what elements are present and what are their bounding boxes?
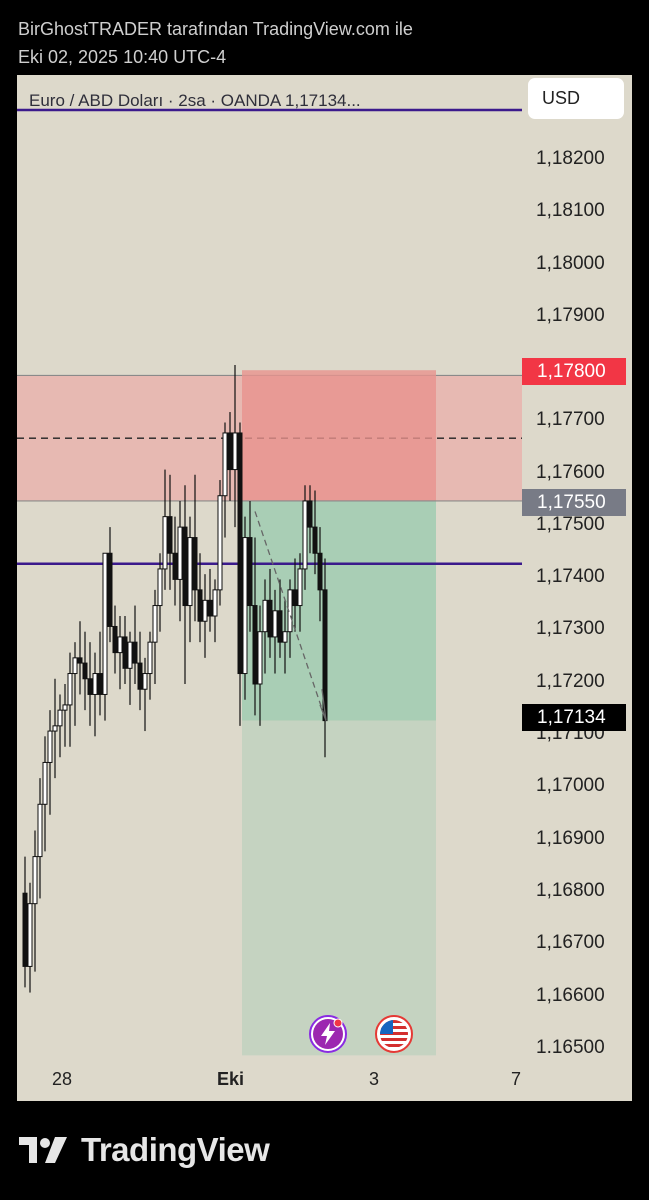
lightning-event-icon[interactable] — [309, 1015, 347, 1053]
price-axis-label: 1,17700 — [536, 409, 605, 430]
candle-body — [307, 500, 313, 528]
price-axis-label: 1,17300 — [536, 618, 605, 639]
price-axis-label: 1,16800 — [536, 880, 605, 901]
price-axis-label: 1,18200 — [536, 148, 605, 169]
candle-body — [192, 537, 198, 591]
candle-body — [157, 568, 163, 607]
price-axis-label: 1,16900 — [536, 828, 605, 849]
price-chart[interactable]: Euro / ABD Doları · 2sa · OANDA 1,17134.… — [17, 75, 632, 1101]
candle-body — [282, 631, 288, 643]
candle-body — [177, 526, 183, 580]
last-price-badge: 1,17134 — [522, 704, 626, 731]
candle-body — [102, 552, 108, 695]
candle-body — [147, 641, 153, 675]
candle-body — [297, 568, 303, 607]
symbol-legend[interactable]: Euro / ABD Doları · 2sa · OANDA 1,17134.… — [29, 91, 361, 110]
stop-price-badge: 1,17800 — [522, 358, 626, 385]
candle-body — [97, 673, 103, 695]
candle-body — [42, 761, 48, 805]
candle-body — [22, 892, 28, 967]
candle-body — [182, 526, 188, 607]
candle-body — [167, 516, 173, 554]
price-axis-label: 1,17400 — [536, 566, 605, 587]
candle-body — [207, 599, 213, 617]
candle-body — [302, 500, 308, 570]
candle-body — [247, 537, 253, 607]
candle-body — [197, 589, 203, 622]
candle-body — [237, 432, 243, 675]
candle-body — [77, 657, 83, 664]
candle-body — [232, 432, 238, 471]
candle-body — [87, 678, 93, 695]
price-axis-label: 1,18000 — [536, 253, 605, 274]
candle-body — [52, 725, 58, 732]
price-axis-label: 1,16700 — [536, 932, 605, 953]
tradingview-wordmark: TradingView — [81, 1131, 270, 1168]
price-axis-label: 1,17200 — [536, 671, 605, 692]
price-axis-label: 1,17600 — [536, 462, 605, 483]
price-axis-label: 1.16500 — [536, 1037, 605, 1058]
candle-body — [262, 599, 268, 633]
candle-body — [287, 589, 293, 633]
us-flag-event-icon[interactable] — [375, 1015, 413, 1053]
take-profit-extension-area — [242, 720, 436, 1056]
price-axis-label: 1,17500 — [536, 514, 605, 535]
candle-body — [322, 589, 328, 722]
candle-body — [162, 516, 168, 570]
candle-body — [37, 803, 43, 858]
entry-price-badge: 1,17550 — [522, 489, 626, 516]
candle-body — [112, 625, 118, 654]
price-axis-label: 1,16600 — [536, 985, 605, 1006]
price-axis-label: 1,17900 — [536, 305, 605, 326]
candle-body — [212, 589, 218, 617]
candle-body — [187, 537, 193, 607]
projection-arrow-head — [319, 689, 327, 721]
candle-body — [217, 495, 223, 591]
candle-body — [202, 599, 208, 622]
tradingview-logo: TradingView — [19, 1131, 270, 1168]
candle-body — [227, 432, 233, 471]
candle-body — [142, 673, 148, 690]
candle-body — [317, 552, 323, 591]
candle-body — [57, 709, 63, 727]
chart-canvas[interactable] — [17, 75, 632, 1101]
candle-body — [127, 641, 133, 669]
tradingview-logo-icon — [19, 1137, 67, 1163]
candle-body — [277, 610, 283, 643]
candle-body — [312, 526, 318, 554]
candle-body — [132, 641, 138, 664]
time-axis-label: 28 — [52, 1069, 73, 1089]
stop-loss-area — [242, 370, 436, 501]
publisher-line: BirGhostTRADER tarafından TradingView.co… — [18, 19, 413, 39]
candle-body — [257, 631, 263, 685]
price-axis-label: 1,17000 — [536, 775, 605, 796]
candle-body — [32, 856, 38, 905]
candle-body — [172, 552, 178, 580]
candle-body — [252, 605, 258, 685]
currency-button[interactable]: USD — [528, 78, 624, 119]
candle-body — [152, 605, 158, 643]
candle-body — [122, 636, 128, 669]
candle-body — [137, 662, 143, 690]
candle-body — [67, 673, 73, 706]
candle-body — [47, 730, 53, 763]
time-axis-label: Eki — [217, 1069, 245, 1089]
time-axis-label: 7 — [511, 1069, 522, 1089]
candle-body — [267, 599, 273, 638]
candle-body — [272, 610, 278, 638]
timestamp-line: Eki 02, 2025 10:40 UTC-4 — [18, 47, 227, 67]
candle-body — [27, 903, 33, 967]
price-axis-label: 1,18100 — [536, 200, 605, 221]
candle-body — [117, 636, 123, 654]
candle-body — [107, 552, 113, 627]
time-axis-label: 3 — [369, 1069, 380, 1089]
candle-body — [82, 662, 88, 680]
projection-arrow-line — [254, 511, 327, 721]
candle-body — [242, 537, 248, 675]
candle-body — [292, 589, 298, 607]
candle-body — [92, 673, 98, 695]
candle-body — [222, 432, 228, 497]
candle-body — [62, 704, 68, 711]
candle-body — [72, 657, 78, 675]
